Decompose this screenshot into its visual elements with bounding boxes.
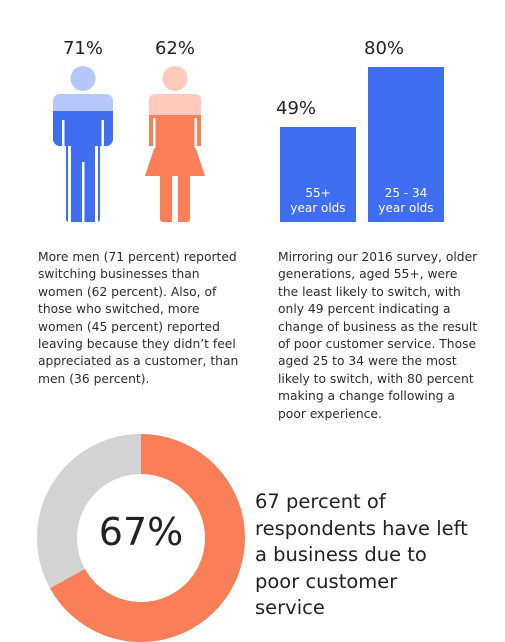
man-icon: [53, 66, 113, 222]
men-percent-label: 71%: [62, 38, 103, 59]
donut-slice-left-business: [49, 434, 245, 642]
bar-value-label: 49%: [276, 98, 317, 119]
donut-center-label: 67%: [98, 510, 184, 554]
women-percent-label: 62%: [154, 38, 195, 59]
bar-category-label: year olds: [378, 201, 434, 215]
age-description: Mirroring our 2016 survey, older generat…: [278, 250, 478, 421]
bar-age-55-plus: 55+ year olds: [280, 127, 356, 222]
bar-value-label: 80%: [364, 38, 405, 59]
donut-slice-did-not: [37, 434, 142, 589]
bar-category-label: 25 - 34: [384, 186, 428, 200]
bar-category-label: year olds: [290, 201, 346, 215]
age-bar-chart: 55+ year olds 49% 25 - 34 year olds 80%: [270, 28, 470, 223]
woman-icon: [145, 66, 205, 222]
bar-category-label: 55+: [305, 186, 331, 200]
bar-age-25-34: 25 - 34 year olds: [368, 67, 444, 222]
summary-text: 67 percent of respondents have left a bu…: [255, 490, 468, 619]
donut-chart: [37, 434, 245, 642]
gender-description: More men (71 percent) reported switching…: [38, 250, 239, 386]
